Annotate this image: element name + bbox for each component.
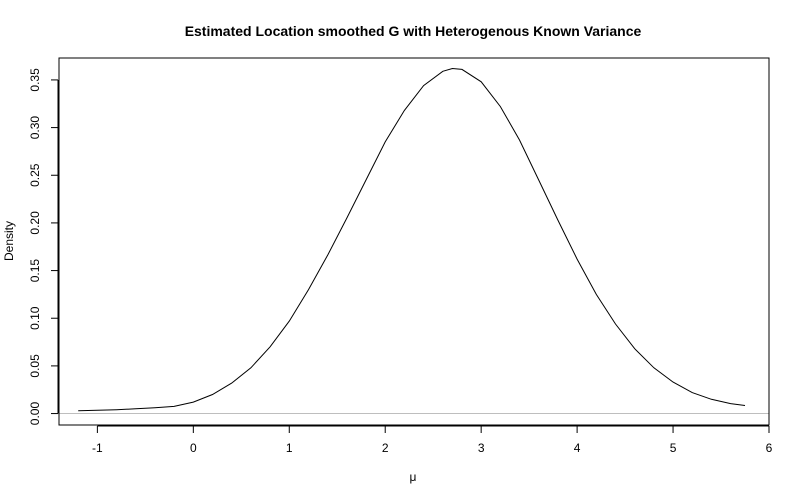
- x-tick-label: -1: [92, 441, 103, 455]
- y-tick-label: 0.10: [28, 306, 42, 330]
- x-axis-label: μ: [410, 470, 417, 484]
- x-axis: -1 0 1 2 3 4 5 6: [92, 425, 773, 455]
- x-tick-label: 3: [478, 441, 485, 455]
- y-tick-label: 0.30: [28, 116, 42, 140]
- x-tick-label: 5: [670, 441, 677, 455]
- x-tick-label: 6: [766, 441, 773, 455]
- y-tick-label: 0.20: [28, 211, 42, 235]
- x-tick-label: 0: [190, 441, 197, 455]
- y-axis: 0.00 0.05 0.10 0.15 0.20 0.25 0.30 0.35: [28, 68, 59, 426]
- y-axis-label: Density: [2, 221, 16, 261]
- y-tick-label: 0.05: [28, 354, 42, 378]
- y-tick-label: 0.15: [28, 259, 42, 283]
- x-tick-label: 1: [286, 441, 293, 455]
- x-tick-label: 4: [574, 441, 581, 455]
- y-tick-label: 0.00: [28, 402, 42, 426]
- chart-title: Estimated Location smoothed G with Heter…: [185, 23, 642, 39]
- plot-box: [58, 57, 770, 426]
- y-tick-label: 0.35: [28, 68, 42, 92]
- density-curve: [78, 67, 746, 412]
- y-tick-label: 0.25: [28, 163, 42, 187]
- x-tick-label: 2: [382, 441, 389, 455]
